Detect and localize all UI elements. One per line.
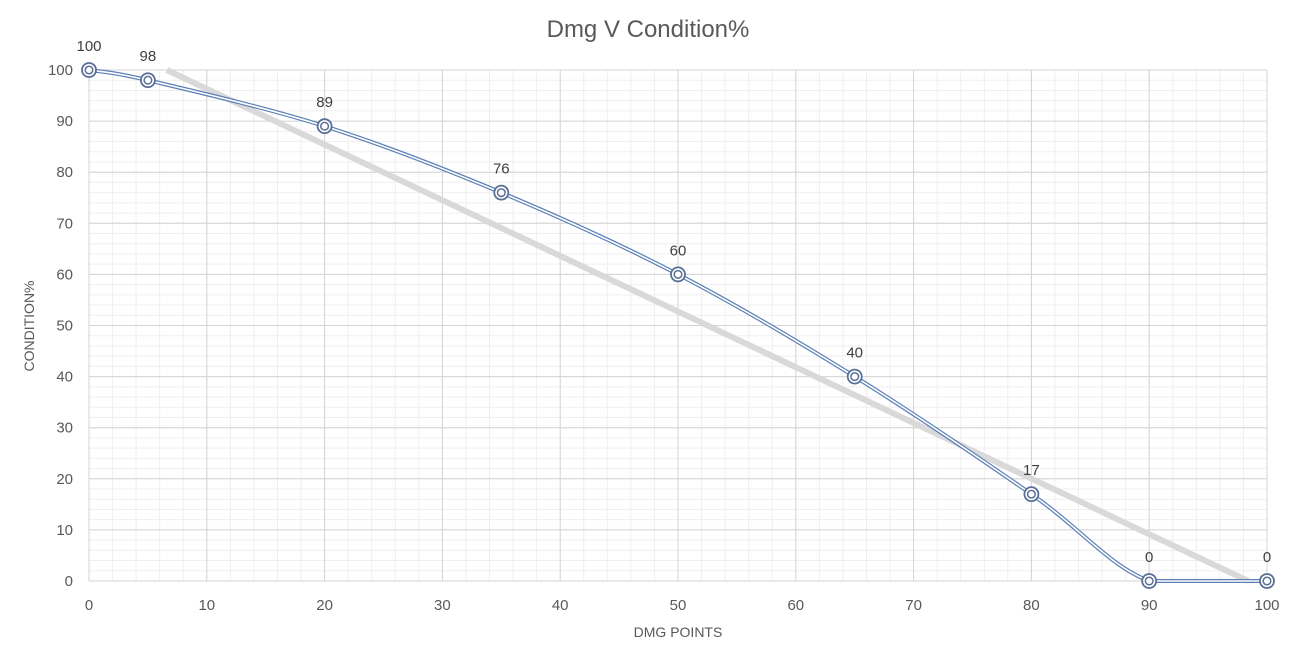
- x-tick-label: 20: [316, 597, 333, 614]
- series-line-inner: [88, 69, 1267, 582]
- x-tick-label: 0: [85, 597, 93, 614]
- data-label-layer: 100 98 89 76 60 40 17 0 0: [76, 38, 1271, 566]
- y-axis-title: CONDITION%: [21, 281, 37, 372]
- data-point: [846, 368, 863, 385]
- data-label: 60: [670, 242, 687, 259]
- data-point-core: [1026, 489, 1036, 499]
- data-label: 17: [1023, 462, 1040, 479]
- marker-layer: [81, 62, 1275, 589]
- data-point: [493, 184, 510, 201]
- x-tick-label: 80: [1023, 597, 1040, 614]
- data-point: [316, 118, 333, 135]
- data-point: [81, 62, 97, 78]
- y-tick-label: 0: [65, 573, 73, 590]
- data-point-core: [1144, 576, 1154, 586]
- y-tick-label: 70: [56, 215, 73, 232]
- y-tick-label: 80: [56, 164, 73, 181]
- data-point: [1259, 573, 1275, 589]
- x-tick-label: 60: [787, 597, 804, 614]
- x-tick-label: 70: [905, 597, 922, 614]
- x-tick-label: 90: [1141, 597, 1158, 614]
- x-tick-label: 30: [434, 597, 451, 614]
- y-tick-label: 40: [56, 369, 73, 386]
- tick-label-layer: 0 10 20 30 40 50 60 70 80 90 100 0 10 20 30 40 50 60 70 80 9…: [48, 62, 1280, 614]
- data-point-core: [673, 269, 683, 279]
- data-point-core: [1262, 576, 1272, 586]
- x-tick-label: 40: [552, 597, 569, 614]
- data-label: 0: [1145, 549, 1153, 566]
- data-label: 89: [316, 94, 333, 111]
- data-point-core: [143, 75, 153, 85]
- x-axis-title: DMG POINTS: [634, 624, 723, 640]
- data-label: 0: [1263, 549, 1271, 566]
- x-tick-label: 100: [1254, 597, 1279, 614]
- data-point-core: [320, 121, 330, 131]
- data-label: 40: [846, 345, 863, 362]
- y-tick-label: 10: [56, 522, 73, 539]
- data-label: 98: [140, 48, 157, 65]
- data-label: 76: [493, 161, 510, 178]
- y-tick-label: 100: [48, 62, 73, 79]
- data-point: [139, 72, 156, 89]
- y-tick-label: 50: [56, 318, 73, 335]
- data-point-core: [84, 65, 94, 75]
- trendline: [165, 67, 1250, 584]
- y-tick-label: 20: [56, 471, 73, 488]
- chart-title: Dmg V Condition%: [547, 16, 750, 43]
- y-tick-label: 60: [56, 266, 73, 283]
- data-point: [670, 266, 686, 283]
- data-point-core: [850, 372, 860, 382]
- series-layer: [88, 68, 1267, 583]
- trendline-layer: [165, 67, 1250, 584]
- x-tick-label: 10: [198, 597, 215, 614]
- data-point-core: [496, 188, 506, 198]
- x-tick-label: 50: [670, 597, 687, 614]
- data-label: 100: [76, 38, 101, 55]
- y-tick-label: 30: [56, 420, 73, 437]
- data-point: [1141, 573, 1158, 589]
- data-point: [1023, 486, 1040, 503]
- y-tick-label: 90: [56, 113, 73, 130]
